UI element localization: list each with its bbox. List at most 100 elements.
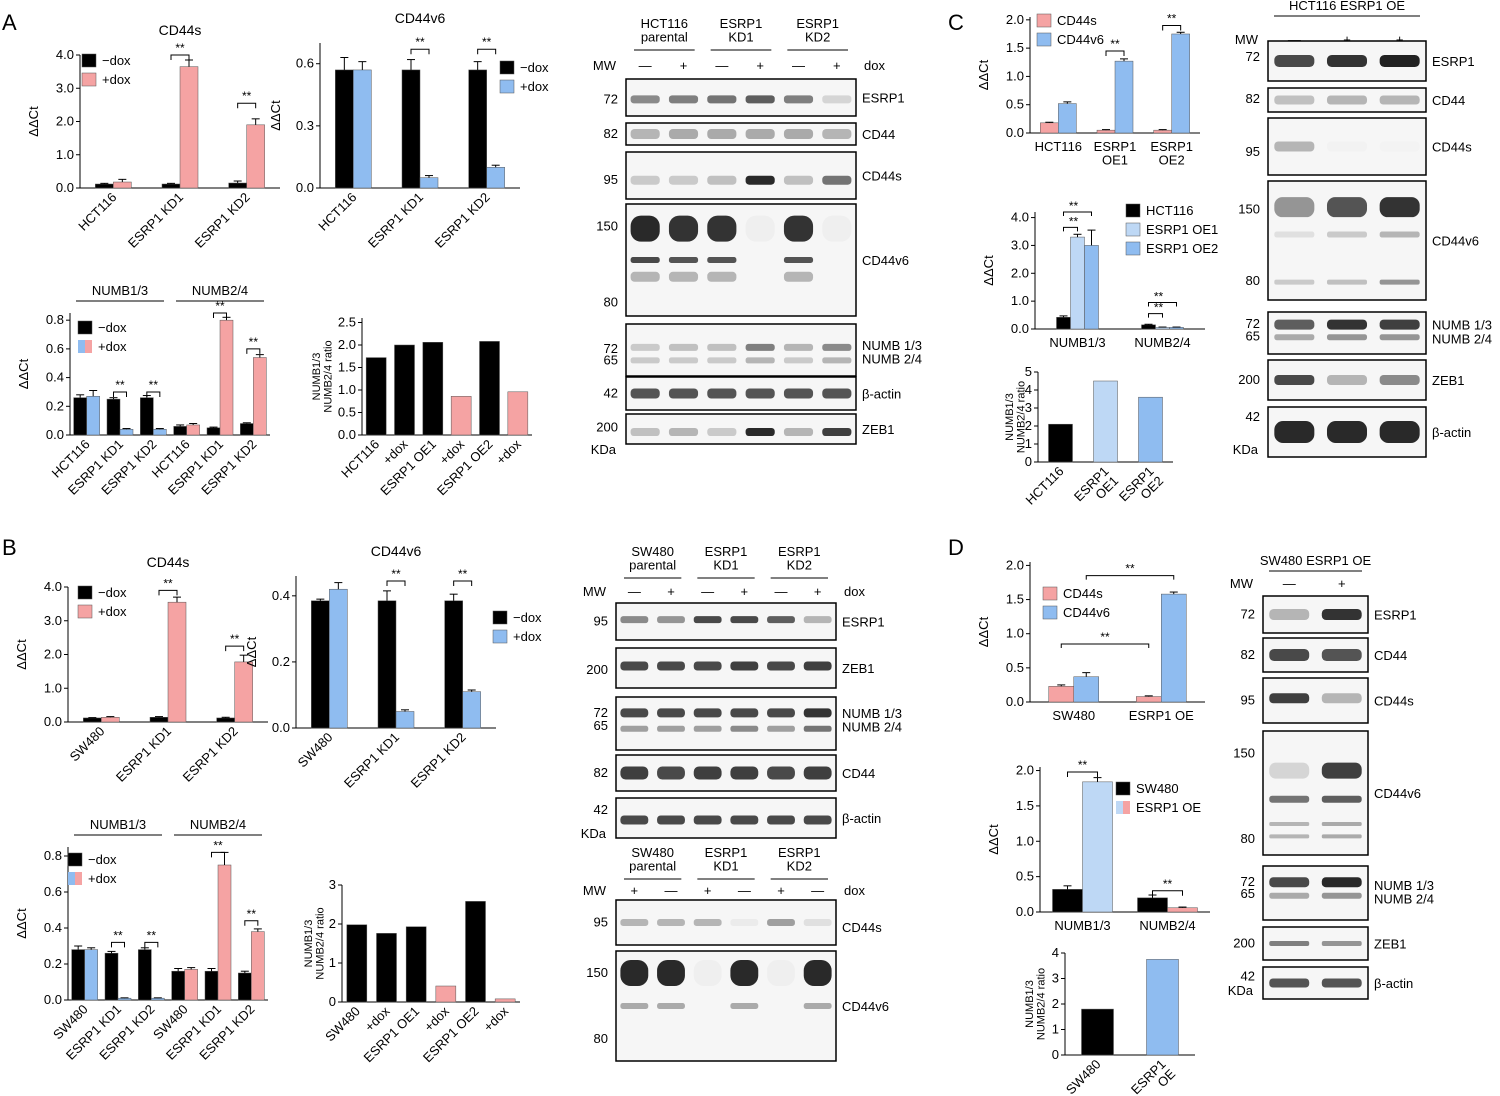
bar <box>179 66 199 189</box>
legend-label: −dox <box>102 53 131 68</box>
band <box>1327 142 1367 152</box>
x-tick-label: SW480 <box>1063 1057 1104 1096</box>
band <box>1274 141 1315 152</box>
protein-label-line: NUMB 2/4 <box>1432 331 1492 346</box>
bar <box>507 391 529 436</box>
bar <box>216 717 235 723</box>
protein-label-line: NUMB 2/4 <box>842 720 902 735</box>
band <box>1274 231 1315 238</box>
mw-marker: 82 <box>604 126 618 141</box>
band <box>1326 197 1368 218</box>
panel-letter-a: A <box>2 10 17 35</box>
blot-group-label: ESRP1 KD1 <box>720 16 763 45</box>
band <box>822 175 852 185</box>
legend-swatch <box>1042 605 1058 620</box>
y-tick-label: 1.0 <box>338 382 356 397</box>
band <box>1321 762 1362 779</box>
y-tick-label: 1.0 <box>44 680 62 695</box>
protein-label: CD44s <box>1432 140 1472 155</box>
blot-frame <box>625 151 857 200</box>
y-tick-label: 0 <box>1052 1047 1059 1062</box>
band <box>730 766 759 780</box>
protein-label: CD44 <box>862 127 895 142</box>
lane-label: + <box>667 584 675 599</box>
band <box>630 215 660 242</box>
y-tick-label: 2.0 <box>338 337 356 352</box>
blot-group-label-line: parental <box>641 30 688 45</box>
y-tick-label: 3.0 <box>56 80 74 95</box>
protein-label: CD44 <box>1432 93 1465 108</box>
blot-frame <box>1262 677 1369 724</box>
bar <box>1081 1008 1114 1056</box>
lane-label: — <box>628 584 641 599</box>
bar <box>104 952 119 1001</box>
bar <box>1070 236 1085 330</box>
band <box>668 388 699 399</box>
protein-label: ESRP1 <box>842 615 885 630</box>
bar <box>435 985 457 1003</box>
band <box>620 960 649 986</box>
y-tick-label: 2 <box>1025 418 1032 433</box>
y-tick-label: 1.0 <box>1011 293 1029 308</box>
band <box>1269 822 1310 826</box>
y-tick-label: 1.0 <box>1016 833 1034 848</box>
legend-label: HCT116 <box>1146 203 1193 218</box>
mw-marker: 95 <box>1246 144 1260 159</box>
mw-marker: 42 <box>1246 409 1260 424</box>
bar <box>365 357 387 436</box>
blot-group-label-line: KD2 <box>787 859 812 874</box>
mw-marker: 72 <box>604 91 618 106</box>
band <box>657 919 685 926</box>
y-tick-label: 0 <box>1025 454 1032 469</box>
bar <box>394 344 415 436</box>
y-tick-label: 0.6 <box>296 56 314 71</box>
protein-label: NUMB 1/3 NUMB 2/4 <box>1374 878 1434 907</box>
band <box>1379 55 1420 67</box>
band <box>620 815 649 825</box>
significance-bracket <box>213 312 227 318</box>
band <box>1321 822 1362 826</box>
bar <box>335 69 354 189</box>
band <box>730 616 759 624</box>
significance-bracket <box>158 589 178 596</box>
bar <box>1073 676 1099 703</box>
legend-label: +dox <box>98 604 127 619</box>
chart-title: CD44s <box>147 554 190 570</box>
significance-label: ** <box>247 907 257 921</box>
band <box>803 960 832 986</box>
y-tick-label: 0.0 <box>1006 694 1024 709</box>
y-tick-label: 3.0 <box>44 613 62 628</box>
bar <box>395 711 415 729</box>
band <box>1379 319 1420 330</box>
y-tick-label: 4.0 <box>1011 210 1029 225</box>
legend-swatch <box>78 340 85 353</box>
band <box>657 815 685 825</box>
blot-group-label: SW480 parental <box>629 845 676 874</box>
legend-swatch <box>1115 781 1131 796</box>
band <box>1321 877 1362 888</box>
lane-label: + <box>1396 32 1404 47</box>
y-axis-label-line: NUMB1/3 <box>1024 980 1036 1028</box>
y-tick-label: 0.4 <box>46 370 64 385</box>
band <box>822 95 852 104</box>
bar <box>83 717 102 723</box>
band <box>803 1003 832 1009</box>
significance-label: ** <box>163 576 173 590</box>
band <box>730 919 759 926</box>
legend-swatch <box>77 320 93 335</box>
x-tick-label: HCT116 <box>315 190 359 234</box>
legend-label: +dox <box>513 629 542 644</box>
bar <box>204 970 219 1001</box>
unit-label: KDa <box>1233 442 1259 457</box>
bar <box>171 970 185 1001</box>
protein-label: β-actin <box>862 387 901 402</box>
y-tick-label: 0.0 <box>272 720 290 735</box>
y-tick-label: 1 <box>329 955 336 970</box>
bar <box>1167 907 1198 913</box>
protein-label: CD44 <box>842 766 875 781</box>
protein-label: ZEB1 <box>1432 373 1465 388</box>
legend-label: CD44v6 <box>1057 32 1104 47</box>
